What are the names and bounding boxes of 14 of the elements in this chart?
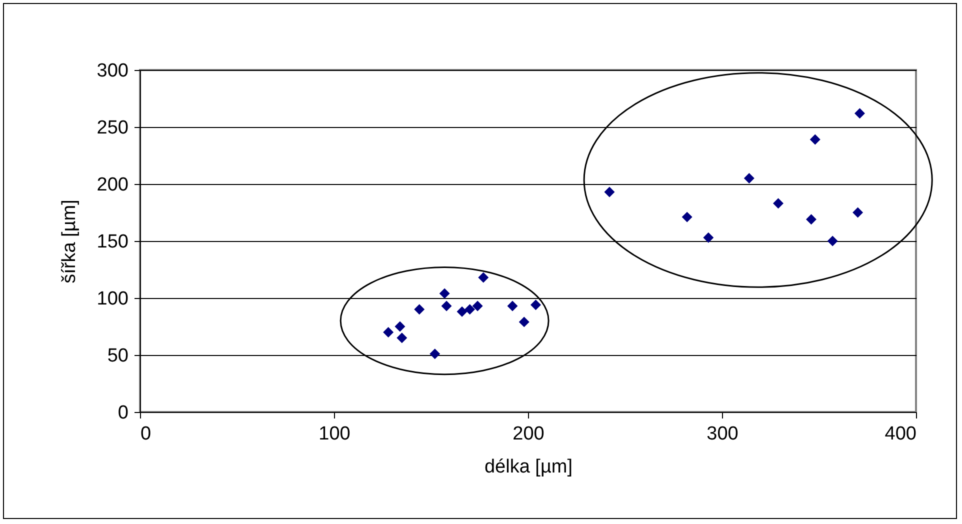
y-tick-label: 200 bbox=[96, 174, 128, 196]
y-axis-title: šířka [µm] bbox=[58, 200, 80, 284]
x-tick-label: 100 bbox=[318, 424, 350, 444]
y-tick-label: 250 bbox=[96, 118, 128, 138]
y-tick-label: 0 bbox=[118, 402, 128, 424]
y-tick-label: 150 bbox=[96, 232, 128, 252]
x-tick-label: 200 bbox=[512, 424, 544, 444]
x-tick-label: 0 bbox=[140, 424, 152, 444]
y-tick-label: 100 bbox=[96, 288, 128, 310]
x-tick-label: 400 bbox=[884, 424, 916, 444]
y-tick-label: 50 bbox=[107, 346, 128, 366]
y-tick-label: 300 bbox=[96, 60, 128, 82]
x-tick-label: 300 bbox=[706, 424, 738, 444]
x-axis-title: délka [µm] bbox=[484, 456, 573, 478]
